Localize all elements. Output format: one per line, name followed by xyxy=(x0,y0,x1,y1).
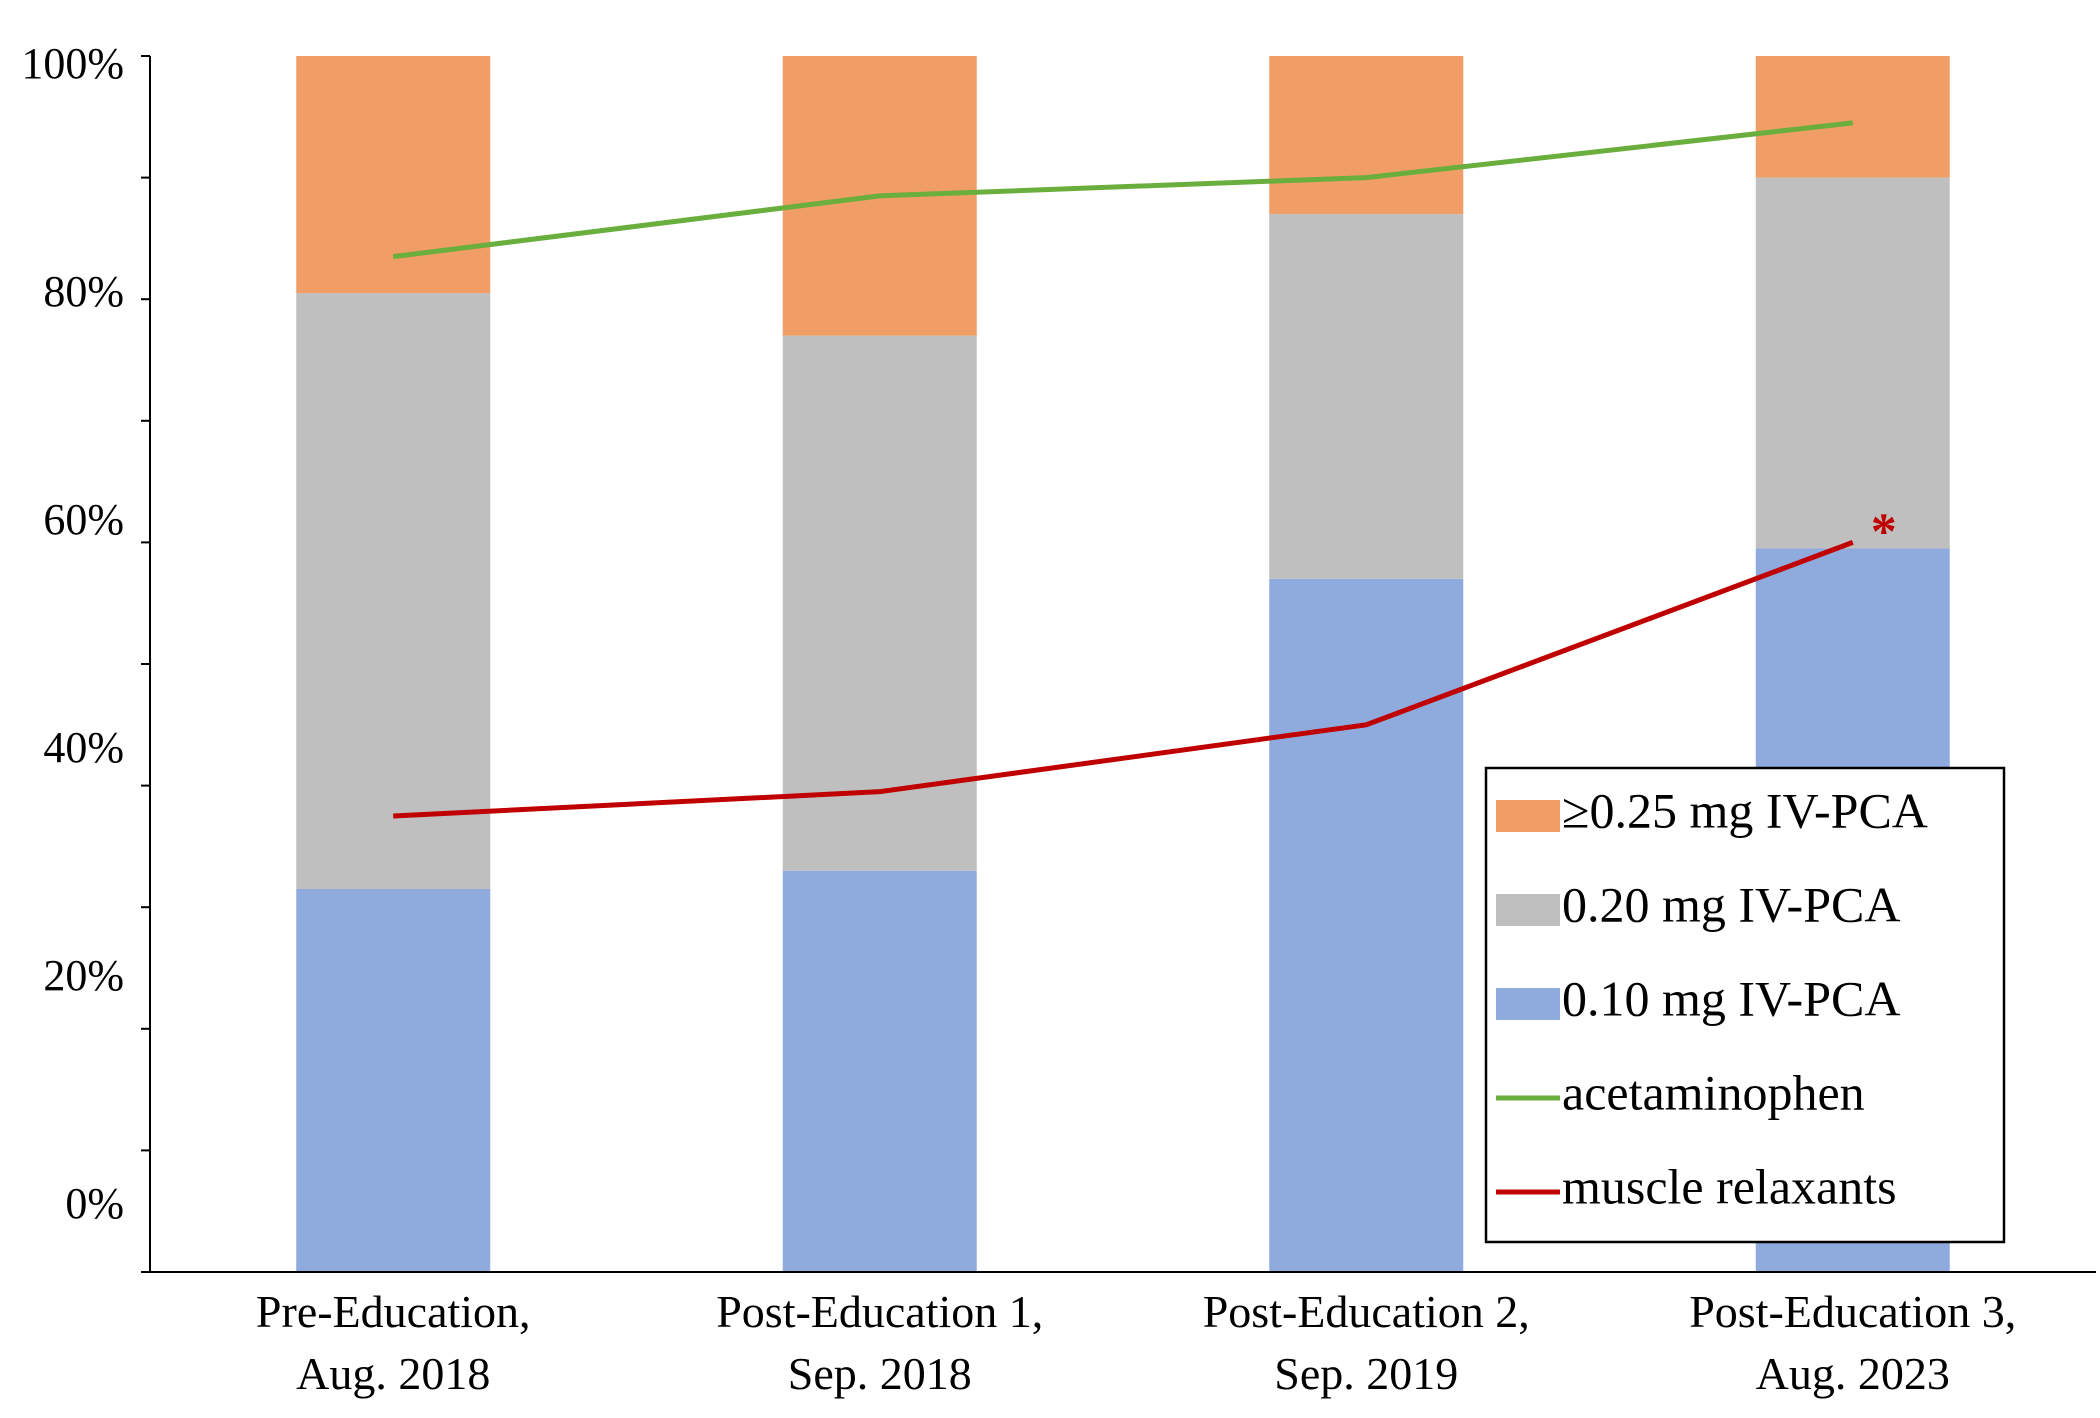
y-tick-label: 20% xyxy=(43,951,124,1000)
x-tick-label: Pre-Education, Aug. 2018 xyxy=(256,1286,531,1399)
y-tick-label: 80% xyxy=(43,267,124,316)
significance-marker: * xyxy=(1871,503,1897,560)
legend-label-0-20-mg-iv-pca: 0.20 mg IV-PCA xyxy=(1562,876,1900,932)
bar-0-20-mg-iv-pca-3 xyxy=(1269,214,1464,579)
x-tick-label: Post-Education 2, Sep. 2019 xyxy=(1203,1286,1530,1399)
legend-label-0-10-mg-iv-pca: 0.10 mg IV-PCA xyxy=(1562,970,1900,1026)
x-tick-label: Post-Education 1, Sep. 2018 xyxy=(716,1286,1043,1399)
bar-0-25-mg-iv-pca-1 xyxy=(296,56,491,294)
legend-swatch-0-10-mg-iv-pca xyxy=(1496,988,1560,1020)
line-acetaminophen xyxy=(392,120,1854,260)
legend-label-acetaminophen: acetaminophen xyxy=(1562,1064,1865,1120)
line-muscle-relaxants xyxy=(393,540,1854,819)
legend-swatch-0-25-mg-iv-pca xyxy=(1496,800,1560,832)
bar-0-10-mg-iv-pca-1 xyxy=(296,888,491,1272)
bar-0-20-mg-iv-pca-4 xyxy=(1755,177,1950,549)
bar-0-10-mg-iv-pca-3 xyxy=(1269,578,1464,1272)
bar-0-20-mg-iv-pca-1 xyxy=(296,293,491,889)
annotations-layer: * xyxy=(1871,503,1897,560)
legend-label-muscle-relaxants: muscle relaxants xyxy=(1562,1158,1897,1214)
y-tick-label: 60% xyxy=(43,495,124,544)
legend-swatch-0-20-mg-iv-pca xyxy=(1496,894,1560,926)
y-tick-label: 100% xyxy=(21,39,124,88)
axes-layer: 0% 20% 40% 60% 80% 100% Pre-Education, Aug. 201… xyxy=(21,39,2096,1399)
bar-0-25-mg-iv-pca-3 xyxy=(1269,56,1464,215)
bar-0-25-mg-iv-pca-4 xyxy=(1755,56,1950,178)
legend-box xyxy=(1484,766,2006,1244)
legend: ≥0.25 mg IV-PCA 0.20 mg IV-PCA 0.10 mg IV-… xyxy=(1484,766,2006,1244)
lines-layer xyxy=(392,120,1854,819)
legend-label-0-25-mg-iv-pca: ≥0.25 mg IV-PCA xyxy=(1562,782,1928,838)
bar-0-10-mg-iv-pca-2 xyxy=(782,870,977,1272)
y-tick-label: 0% xyxy=(65,1179,124,1228)
x-tick-label: Post-Education 3, Aug. 2023 xyxy=(1689,1286,2016,1399)
y-tick-label: 40% xyxy=(43,723,124,772)
